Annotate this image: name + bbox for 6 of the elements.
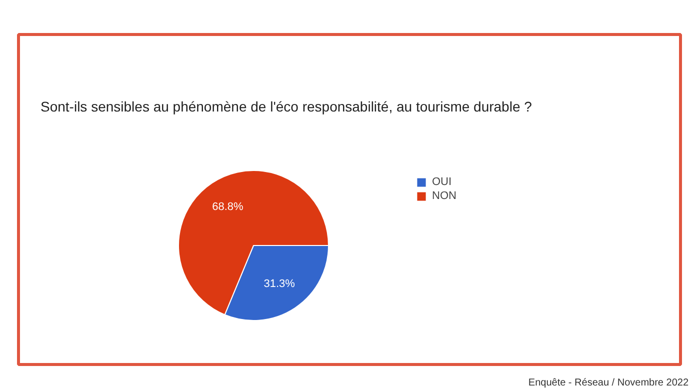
legend-label: NON xyxy=(432,190,456,202)
data-label: 31.3% xyxy=(264,278,296,290)
legend-label: OUI xyxy=(432,176,452,188)
chart-title: Sont-ils sensibles au phénomène de l'éco responsabilité, au tourisme durable ? xyxy=(40,98,532,114)
text: Enquête - Réseau / Novembre 2022 xyxy=(528,378,689,388)
data-label: 68.8% xyxy=(212,200,244,213)
